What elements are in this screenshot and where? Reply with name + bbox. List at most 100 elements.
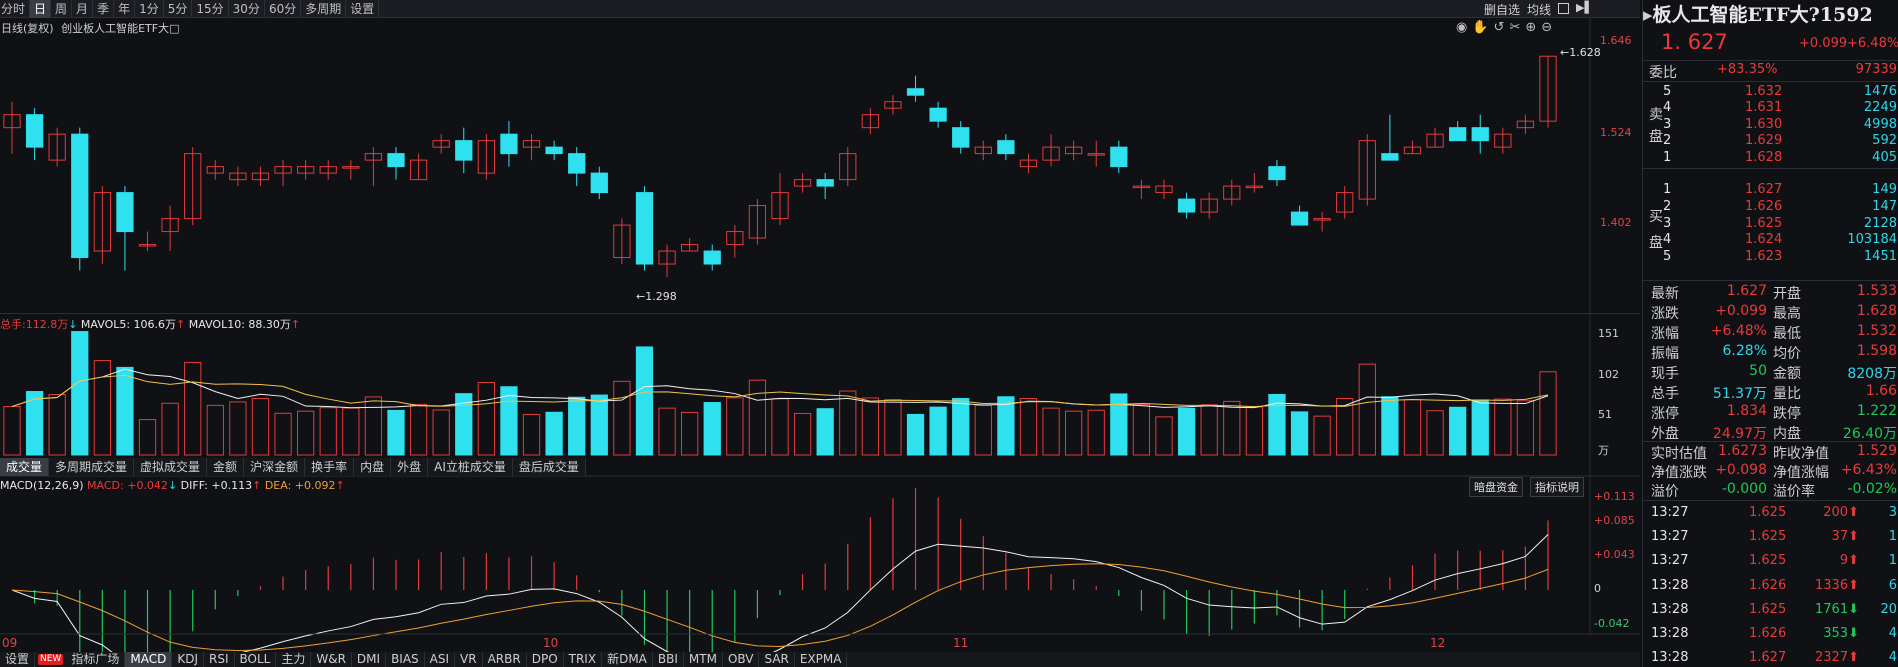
volume-tab[interactable]: 内盘 — [354, 458, 392, 476]
indicator-tab[interactable]: 主力 — [276, 652, 312, 667]
period-tab[interactable]: 1分 — [135, 0, 164, 18]
order-row-buy[interactable]: 3 1.625 2128 — [1643, 216, 1898, 232]
indicator-tab[interactable]: 指标广场 — [66, 652, 126, 667]
indicator-tab[interactable]: ARBR — [483, 652, 527, 667]
volume-tab[interactable]: 外盘 — [391, 458, 429, 476]
undo-icon[interactable]: ↺ — [1493, 20, 1505, 35]
order-row-sell[interactable]: 1 1.628 405 — [1643, 150, 1898, 166]
order-row-sell[interactable]: 4 1.631 2249 — [1643, 100, 1898, 116]
stat-value: 24.97万 — [1712, 426, 1767, 442]
volume-tab[interactable]: 换手率 — [305, 458, 355, 476]
stat-row: 最新 1.627 开盘 1.533 — [1643, 283, 1898, 302]
order-row-buy[interactable]: 1 1.627 149 — [1643, 182, 1898, 198]
volume-tab[interactable]: 盘后成交量 — [513, 458, 586, 476]
volume-tab[interactable]: 虚拟成交量 — [134, 458, 208, 476]
indicator-tab[interactable]: TRIX — [564, 652, 603, 667]
ma-button[interactable]: 均线 — [1527, 3, 1552, 17]
indicator-tab[interactable]: W&R — [311, 652, 352, 667]
indicator-tab[interactable]: RSI — [204, 652, 235, 667]
indicator-tab[interactable]: EXPMA — [795, 652, 848, 667]
indicator-tab[interactable]: DMI — [352, 652, 387, 667]
indicator-tab[interactable]: MTM — [684, 652, 723, 667]
indicator-tab[interactable]: BIAS — [386, 652, 425, 667]
indicator-tab[interactable]: BBI — [653, 652, 684, 667]
remove-favorite-button[interactable]: 删自选 — [1484, 3, 1521, 17]
volume-tab[interactable]: 成交量 — [0, 458, 50, 476]
nav-value: -0.000 — [1721, 481, 1767, 497]
indicator-tab[interactable]: SAR — [759, 652, 795, 667]
price-row: 1. 627 +0.099 +6.48% — [1643, 30, 1898, 54]
volume-info: 总手:112.8万↓ MAVOL5: 106.6万↑ MAVOL10: 88.3… — [0, 318, 301, 331]
order-row-buy[interactable]: 4 1.624 103184 — [1643, 232, 1898, 248]
volume-bar — [952, 398, 970, 456]
period-tab[interactable]: 日 — [30, 0, 52, 18]
candle-body — [206, 166, 224, 174]
volume-bar — [997, 396, 1015, 456]
dark-fund-button[interactable]: 暗盘资金 — [1469, 477, 1523, 497]
zoom-out-icon[interactable]: ⊖ — [1541, 20, 1553, 35]
indicator-help-button[interactable]: 指标说明 — [1530, 477, 1584, 497]
period-tab[interactable]: 月 — [72, 0, 94, 18]
candle-body — [861, 114, 879, 129]
order-row-buy[interactable]: 5 1.623 1451 — [1643, 249, 1898, 265]
period-tab[interactable]: 分时 — [0, 0, 31, 18]
window-restore-icon[interactable] — [1558, 3, 1570, 14]
order-row-sell[interactable]: 2 1.629 592 — [1643, 133, 1898, 149]
indicator-tab[interactable]: MACD — [125, 652, 173, 667]
sell-label: 卖盘 — [1649, 107, 1663, 145]
stat-label: 总手 — [1651, 386, 1679, 402]
indicator-tab[interactable]: VR — [455, 652, 483, 667]
indicator-tab[interactable]: DPO — [527, 652, 564, 667]
volume-tab[interactable]: 多周期成交量 — [49, 458, 135, 476]
volume-bar — [1177, 407, 1196, 456]
period-tab[interactable]: 5分 — [164, 0, 193, 18]
zoom-in-icon[interactable]: ⊕ — [1525, 20, 1537, 35]
period-tab[interactable]: 30分 — [229, 0, 265, 18]
period-tab[interactable]: 60分 — [265, 0, 302, 18]
last-price: 1. 627 — [1661, 30, 1728, 54]
hand-icon[interactable]: ✋ — [1472, 20, 1489, 35]
volume-bar — [793, 412, 812, 456]
candle-body — [1290, 211, 1309, 226]
candle-body — [522, 140, 541, 148]
expand-icon[interactable]: ▶▌ — [1576, 1, 1593, 14]
period-tab[interactable]: 周 — [51, 0, 73, 18]
chart-canvas[interactable] — [0, 0, 1640, 667]
order-volume: 4998 — [1863, 116, 1897, 132]
candle-body — [1110, 146, 1128, 168]
candle-body — [997, 140, 1015, 155]
indicator-tab[interactable]: KDJ — [172, 652, 204, 667]
date-axis: 09 10 11 12 — [0, 636, 1640, 650]
order-row-buy[interactable]: 2 1.626 147 — [1643, 199, 1898, 215]
stat-value: 1.533 — [1856, 283, 1897, 299]
dea-value: DEA: +0.092 — [264, 479, 336, 492]
order-volume: 1476 — [1863, 84, 1897, 99]
stat-value: 50 — [1749, 363, 1767, 379]
period-tab[interactable]: 季 — [93, 0, 115, 18]
order-row-sell[interactable]: 5 1.632 1476 — [1643, 84, 1898, 100]
indicator-tab[interactable]: 设置 — [0, 652, 36, 667]
candle-body — [319, 166, 337, 174]
period-tab[interactable]: 多周期 — [301, 0, 347, 18]
volume-tab[interactable]: 沪深金额 — [244, 458, 306, 476]
period-tab[interactable]: 15分 — [192, 0, 229, 18]
stat-value: 1.627 — [1726, 283, 1767, 299]
candle-body — [1426, 133, 1444, 148]
tick-row: 13:27 1.625 9⬆ 1 — [1643, 553, 1898, 573]
stat-value: 51.37万 — [1712, 386, 1767, 402]
indicator-tab[interactable]: BOLL — [235, 652, 277, 667]
period-tab[interactable]: 设置 — [346, 0, 380, 18]
volume-tab[interactable]: 金额 — [207, 458, 245, 476]
order-row-sell[interactable]: 3 1.630 4998 — [1643, 117, 1898, 133]
indicator-tab[interactable]: OBV — [723, 652, 760, 667]
period-tab[interactable]: 年 — [114, 0, 136, 18]
eye-icon[interactable]: ◉ — [1456, 20, 1468, 35]
scissors-icon[interactable]: ✂ — [1509, 20, 1521, 35]
tick-count: 1 — [1888, 553, 1897, 569]
stat-label: 现手 — [1651, 366, 1679, 382]
stat-label: 外盘 — [1651, 426, 1679, 442]
indicator-tab[interactable]: ASI — [425, 652, 456, 667]
tick-time: 13:27 — [1651, 505, 1689, 520]
indicator-tab[interactable]: 新DMA — [602, 652, 653, 667]
volume-tab[interactable]: AI立桩成交量 — [428, 458, 513, 476]
